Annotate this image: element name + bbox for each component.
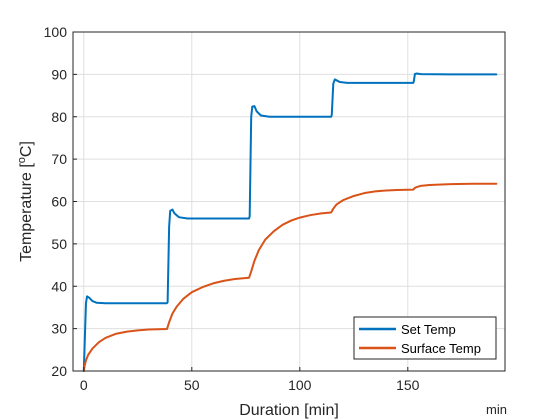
legend-label-surface-temp: Surface Temp xyxy=(401,341,481,356)
series-layer xyxy=(82,72,498,372)
y-tick-label: 60 xyxy=(51,194,67,210)
y-tick-label: 100 xyxy=(44,24,68,40)
y-axis-label-tail: C] xyxy=(18,141,35,157)
legend: Set Temp Surface Temp xyxy=(353,316,497,360)
x-tick-label: 50 xyxy=(184,377,200,393)
x-tick-label: 0 xyxy=(80,377,88,393)
y-tick-label: 80 xyxy=(51,109,67,125)
tick-layer: 0 50 100 150 20 30 40 50 60 70 80 90 100 xyxy=(44,24,420,393)
y-tick-label: 20 xyxy=(51,363,67,379)
y-tick-label: 50 xyxy=(51,236,67,252)
x-axis-unit-label: min xyxy=(486,402,507,417)
series-line-set-temp xyxy=(82,72,498,372)
y-axis-label: Temperature [oC] xyxy=(16,141,35,262)
legend-box xyxy=(353,316,497,360)
y-tick-label: 30 xyxy=(51,321,67,337)
series-line-surface-temp xyxy=(82,182,498,372)
y-tick-label: 40 xyxy=(51,278,67,294)
y-tick-label: 70 xyxy=(51,151,67,167)
x-tick-label: 100 xyxy=(288,377,312,393)
y-tick-label: 90 xyxy=(51,66,67,82)
x-axis-label: Duration [min] xyxy=(239,402,339,419)
legend-label-set-temp: Set Temp xyxy=(401,322,456,337)
x-tick-label: 150 xyxy=(396,377,420,393)
y-axis-label-superscript: o xyxy=(16,157,28,163)
y-axis-label-main: Temperature [ xyxy=(18,163,35,262)
